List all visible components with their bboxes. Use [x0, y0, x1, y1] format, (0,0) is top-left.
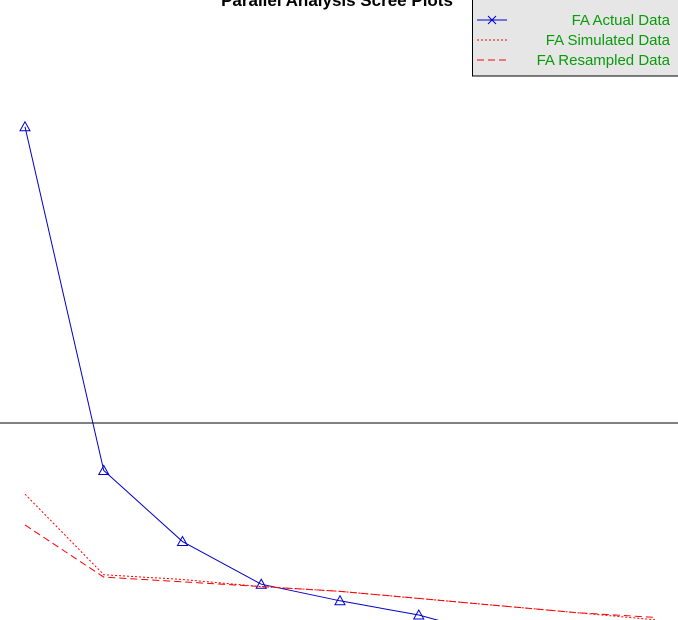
- chart-title: Parallel Analysis Scree Plots: [221, 0, 453, 10]
- legend-label: FA Simulated Data: [546, 32, 671, 49]
- legend-label: FA Resampled Data: [537, 52, 671, 69]
- legend-box: [472, 0, 678, 77]
- point-marker: [19, 120, 31, 132]
- point-marker: [412, 608, 425, 620]
- point-marker: [255, 578, 268, 589]
- point-marker: [176, 535, 189, 547]
- point-marker: [97, 464, 110, 475]
- plot-area: [0, 120, 678, 620]
- series-line: [24, 126, 440, 620]
- legend-label: FA Actual Data: [572, 12, 671, 29]
- series-line: [24, 524, 656, 618]
- legend-marker: [487, 15, 497, 25]
- point-marker: [334, 594, 346, 606]
- legend: FA Actual Data FA Simulated Data FA Resamp…: [472, 0, 678, 77]
